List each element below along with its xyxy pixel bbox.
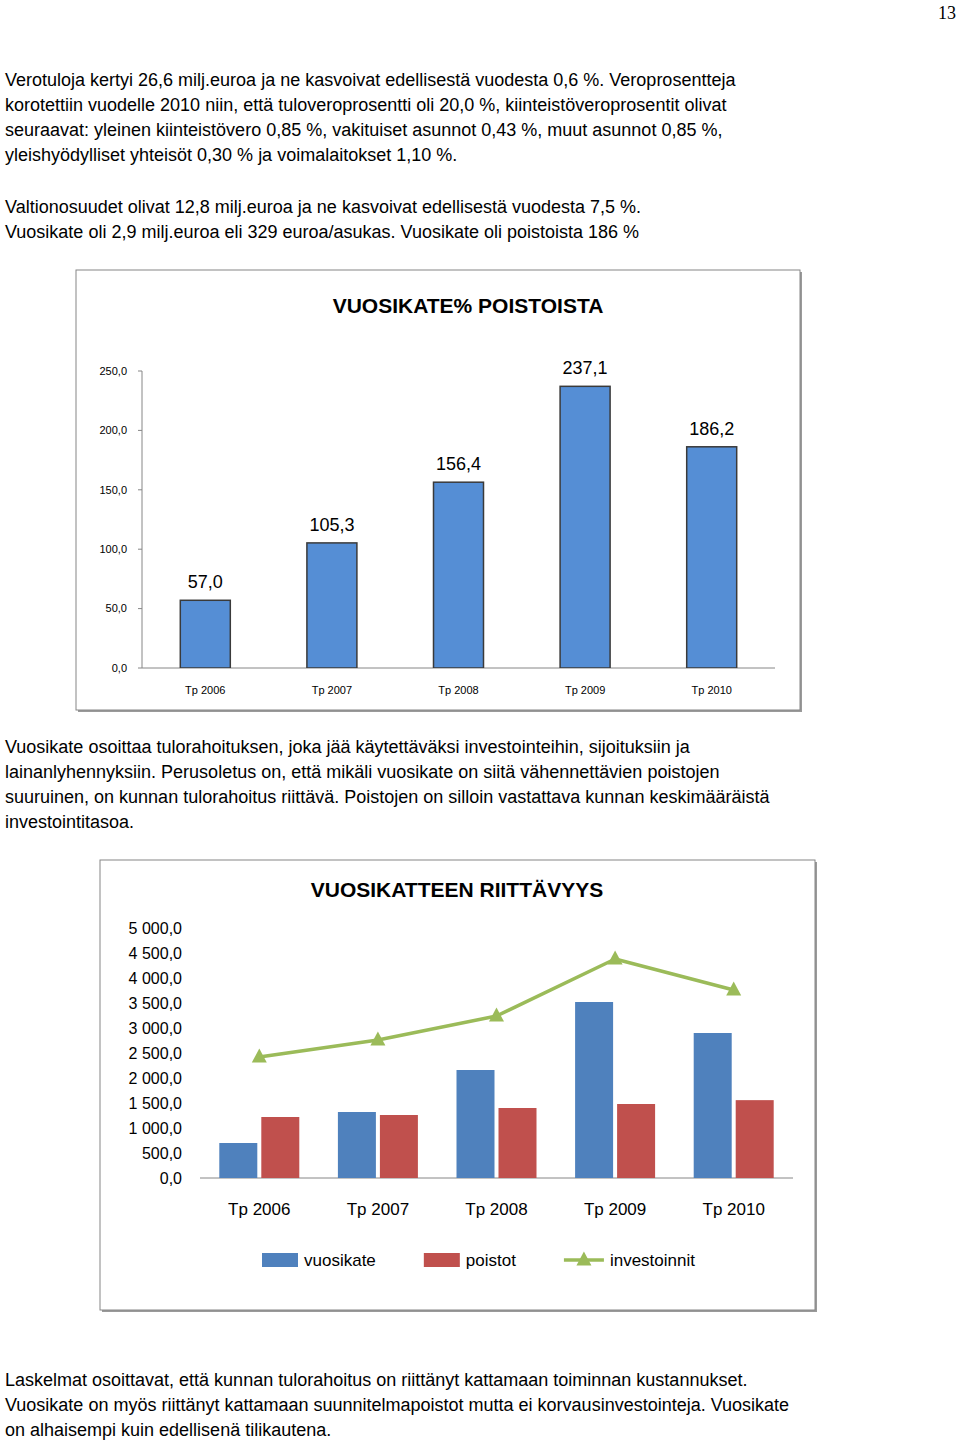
legend-label: vuosikate	[304, 1251, 376, 1270]
frame	[100, 860, 815, 1310]
y-tick-label: 500,0	[142, 1145, 182, 1162]
y-tick-label: 4 000,0	[129, 970, 182, 987]
y-tick	[138, 371, 142, 372]
y-tick-label: 0,0	[160, 1170, 182, 1187]
data-label: 237,1	[563, 358, 608, 378]
legend-key	[424, 1253, 460, 1267]
text-line: Laskelmat osoittavat, että kunnan tulora…	[5, 1369, 747, 1391]
y-tick	[138, 608, 142, 609]
marker	[489, 1008, 504, 1022]
y-tick-label: 50,0	[106, 602, 127, 614]
line	[259, 959, 733, 1057]
bar	[338, 1112, 376, 1178]
marker	[608, 951, 623, 965]
text-line: korotettiin vuodelle 2010 niin, että tul…	[5, 94, 726, 116]
y-tick-label: 100,0	[99, 543, 127, 555]
x-tick-label: Tp 2010	[703, 1200, 765, 1219]
marker	[726, 982, 741, 996]
y-tick-label: 2 500,0	[129, 1045, 182, 1062]
bar	[380, 1115, 418, 1178]
data-labels: 57,0 105,3 156,4 237,1 186,2	[188, 358, 734, 592]
legend-label: investoinnit	[610, 1251, 695, 1270]
y-tick	[138, 489, 142, 490]
bar	[575, 1002, 613, 1178]
legend-key	[262, 1253, 298, 1267]
legend-label: poistot	[466, 1251, 516, 1270]
y-axis	[142, 371, 143, 668]
bar	[736, 1100, 774, 1178]
y-tick	[138, 430, 142, 431]
text-line: Vuosikate osoittaa tulorahoituksen, joka…	[5, 736, 690, 758]
chart: VUOSIKATE% POISTOISTA 0,0 50,0 100,0 150,0 20…	[76, 270, 802, 712]
marker	[370, 1032, 385, 1046]
text-line: yleishyödylliset yhteisöt 0,30 % ja voim…	[5, 144, 457, 166]
marks	[180, 386, 736, 668]
x-tick-label: Tp 2006	[228, 1200, 290, 1219]
text-line: suuruinen, on kunnan tulorahoitus riittä…	[5, 786, 769, 808]
bar	[694, 1033, 732, 1178]
data-label: 156,4	[436, 454, 481, 474]
data-label: 57,0	[188, 572, 223, 592]
y-tick-label: 250,0	[99, 365, 127, 377]
y-tick-label: 1 500,0	[129, 1095, 182, 1112]
y-tick-label: 3 000,0	[129, 1020, 182, 1037]
bar	[434, 482, 484, 668]
x-tick-label: Tp 2007	[312, 684, 352, 696]
x-tick-label: Tp 2010	[692, 684, 732, 696]
bar	[307, 543, 357, 668]
chart-title: VUOSIKATTEEN RIITTÄVYYS	[311, 878, 603, 901]
marks	[219, 951, 773, 1178]
y-tick-label: 3 500,0	[129, 995, 182, 1012]
x-tick-label: Tp 2008	[438, 684, 478, 696]
x-tick-label: Tp 2006	[185, 684, 225, 696]
data-label: 186,2	[689, 419, 734, 439]
x-tick-label: Tp 2009	[584, 1200, 646, 1219]
bar	[261, 1117, 299, 1178]
text-line: investointitasoa.	[5, 811, 134, 833]
y-tick-label: 4 500,0	[129, 945, 182, 962]
bar	[180, 600, 230, 668]
bar	[457, 1070, 495, 1178]
charts: VUOSIKATE% POISTOISTA 0,0 50,0 100,0 150,0 20…	[0, 0, 960, 1444]
text-line: Vuosikate on myös riittänyt kattamaan su…	[5, 1394, 789, 1416]
legend-key	[564, 1252, 604, 1266]
bar	[617, 1104, 655, 1178]
bar	[687, 447, 737, 668]
text-line: Valtionosuudet olivat 12,8 milj.euroa ja…	[5, 196, 641, 218]
y-tick	[138, 668, 142, 669]
bar	[219, 1143, 257, 1178]
text-line: lainanlyhennyksiin. Perusoletus on, että…	[5, 761, 719, 783]
data-label: 105,3	[309, 515, 354, 535]
x-tick-label: Tp 2008	[465, 1200, 527, 1219]
y-tick-label: 1 000,0	[129, 1120, 182, 1137]
chart: VUOSIKATTEEN RIITTÄVYYS 0,0 500,0 1 000,0 1 …	[100, 860, 817, 1312]
text-line: seuraavat: yleinen kiinteistövero 0,85 %…	[5, 119, 722, 141]
bar	[560, 386, 610, 668]
y-tick-label: 0,0	[112, 662, 127, 674]
page-number: 13	[938, 2, 956, 24]
y-tick-label: 2 000,0	[129, 1070, 182, 1087]
x-tick-label: Tp 2009	[565, 684, 605, 696]
text-line: Verotuloja kertyi 26,6 milj.euroa ja ne …	[5, 69, 735, 91]
frame	[76, 270, 800, 710]
text-line: Vuosikate oli 2,9 milj.euroa eli 329 eur…	[5, 221, 639, 243]
y-tick-label: 200,0	[99, 424, 127, 436]
y-tick-label: 150,0	[99, 484, 127, 496]
y-tick-label: 5 000,0	[129, 920, 182, 937]
chart-title: VUOSIKATE% POISTOISTA	[333, 294, 604, 317]
marker	[252, 1049, 267, 1063]
bar	[499, 1108, 537, 1178]
y-tick	[138, 549, 142, 550]
text-line: on alhaisempi kuin edellisenä tilikauten…	[5, 1419, 331, 1441]
x-tick-label: Tp 2007	[347, 1200, 409, 1219]
